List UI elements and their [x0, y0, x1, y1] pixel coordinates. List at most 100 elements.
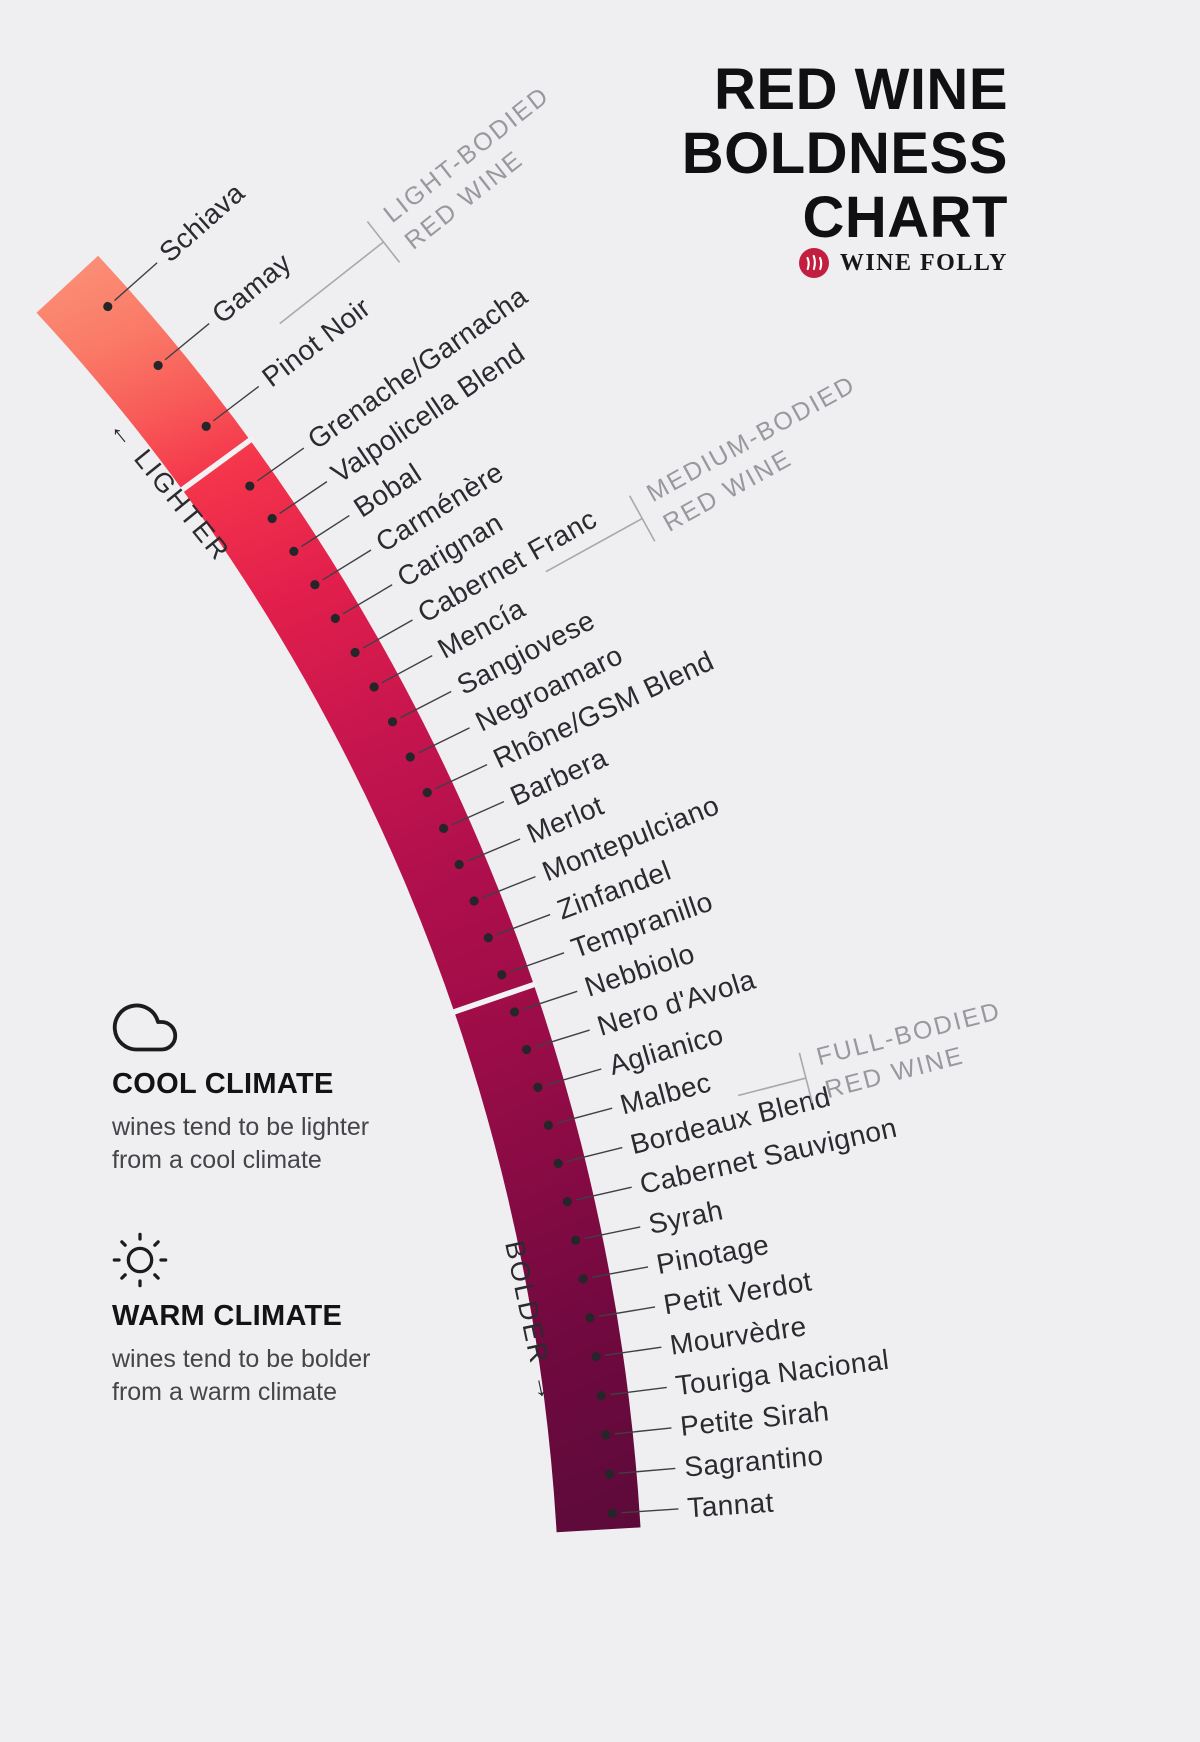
section-bracket-tick — [366, 221, 401, 263]
wine-leader-line — [534, 1029, 590, 1048]
title-line-3: CHART — [802, 185, 1008, 250]
wine-dot — [591, 1352, 601, 1362]
wine-dot — [571, 1235, 581, 1245]
wine-dot — [350, 647, 360, 658]
cool-climate-legend: COOL CLIMATE wines tend to be lighter fr… — [112, 1000, 472, 1177]
wine-dot — [509, 1007, 520, 1017]
wine-label: Gamay — [206, 247, 297, 330]
wine-label: Pinotage — [654, 1229, 771, 1280]
wine-label: Mourvèdre — [668, 1310, 808, 1360]
wine-dot — [596, 1391, 606, 1401]
wine-dot — [267, 513, 277, 524]
wine-leader-line — [584, 1226, 641, 1240]
wine-dot — [601, 1430, 611, 1440]
wine-dot — [369, 682, 379, 692]
wine-leader-line — [451, 800, 505, 826]
wine-marker: Touriga Nacional — [596, 1344, 891, 1401]
section-separators — [177, 435, 539, 1016]
wine-dot — [330, 613, 340, 623]
wine-leader-line — [591, 1266, 649, 1278]
wine-leader-line — [212, 385, 260, 422]
wine-leader-line — [598, 1306, 656, 1317]
wine-folly-logo: WINE FOLLY — [798, 248, 1008, 278]
warm-climate-legend: WARM CLIMATE wines tend to be bolder fro… — [112, 1232, 472, 1409]
wine-leader-line — [556, 1107, 613, 1124]
title-line-2: BOLDNESS — [681, 121, 1008, 186]
wine-dot — [578, 1274, 588, 1284]
wine-leader-line — [256, 447, 305, 482]
wine-label: Pinot Noir — [256, 291, 376, 392]
title-line-1: RED WINE — [714, 57, 1008, 122]
wine-dot — [310, 580, 320, 590]
section-separator — [449, 980, 539, 1016]
wine-leader-line — [510, 952, 565, 973]
wine-dot — [422, 787, 432, 798]
wine-leader-line — [610, 1386, 667, 1396]
wine-leader-line — [604, 1346, 662, 1357]
wine-label: Syrah — [646, 1194, 726, 1240]
wine-leader-line — [566, 1146, 623, 1162]
wine-leader-line — [400, 690, 452, 719]
wine-label: Sagrantino — [683, 1440, 825, 1483]
arc-band — [36, 255, 641, 1533]
wine-dot — [454, 859, 464, 870]
wine-dot — [201, 421, 211, 431]
wine-leader-line — [482, 875, 536, 899]
wine-leader-line — [164, 323, 210, 361]
wine-leader-line — [467, 838, 521, 862]
wine-dot — [543, 1120, 554, 1130]
wine-leader-line — [418, 727, 470, 754]
wine-leader-line — [381, 654, 433, 684]
wine-dot — [438, 823, 449, 833]
section-bracket-line — [279, 241, 384, 325]
wine-leader-line — [362, 619, 413, 649]
wine-label: Petite Sirah — [679, 1395, 831, 1442]
section-bracket-tick — [798, 1052, 814, 1104]
page-title: RED WINE BOLDNESS CHART — [682, 58, 1008, 250]
cool-climate-description: wines tend to be lighter from a cool cli… — [112, 1113, 370, 1174]
wine-leader-line — [575, 1186, 632, 1201]
wine-leader-line — [301, 514, 350, 548]
wine-leader-line — [322, 549, 372, 581]
wine-leader-line — [618, 1467, 676, 1474]
wine-leader-line — [522, 990, 578, 1010]
wine-dot — [562, 1197, 572, 1207]
wine-dot — [607, 1508, 618, 1518]
wine-dot — [585, 1313, 595, 1323]
wine-leader-line — [621, 1508, 679, 1514]
wine-label: Schiava — [153, 177, 250, 268]
wine-dot — [103, 301, 113, 312]
brand-name: WINE FOLLY — [839, 249, 1008, 276]
wine-label: Tannat — [686, 1487, 774, 1524]
wine-leader-line — [342, 584, 393, 615]
cool-climate-title: COOL CLIMATE — [112, 1068, 334, 1100]
wine-dot — [469, 896, 479, 906]
section-bracket-line — [737, 1077, 807, 1097]
section-separator — [177, 435, 255, 495]
wine-dot — [521, 1044, 532, 1055]
wine-marker: Tannat — [607, 1487, 775, 1524]
wine-dot — [153, 360, 163, 371]
section-bracket-tick — [628, 495, 656, 542]
section-bracket-line — [545, 517, 643, 573]
wine-dot — [497, 970, 507, 980]
wine-dot — [533, 1082, 543, 1092]
wine-dot — [387, 717, 398, 727]
cloud-icon — [112, 1000, 472, 1058]
warm-climate-title: WARM CLIMATE — [112, 1300, 343, 1332]
wine-dot — [245, 481, 255, 491]
wine-leader-line — [435, 763, 488, 790]
wine-dot — [483, 933, 493, 943]
wine-dot — [289, 546, 299, 556]
wine-dot — [604, 1469, 615, 1479]
wine-folly-mark-icon — [798, 248, 829, 278]
wine-dot — [405, 752, 415, 762]
wine-leader-line — [546, 1068, 602, 1086]
wine-leader-line — [279, 481, 328, 515]
wine-leader-line — [614, 1427, 672, 1435]
wine-leader-line — [496, 913, 551, 936]
